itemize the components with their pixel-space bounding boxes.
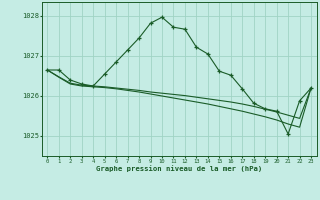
X-axis label: Graphe pression niveau de la mer (hPa): Graphe pression niveau de la mer (hPa) <box>96 165 262 172</box>
